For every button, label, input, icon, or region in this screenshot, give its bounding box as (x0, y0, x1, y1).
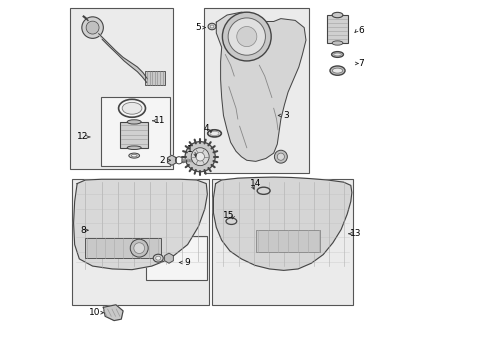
Bar (256, 230, 320, 252)
Bar (72, 179, 209, 305)
Text: 3: 3 (283, 111, 289, 120)
Text: 14: 14 (250, 179, 262, 188)
Bar (72, 179, 209, 305)
Text: 11: 11 (154, 116, 166, 125)
Text: 1: 1 (187, 145, 193, 154)
Circle shape (222, 12, 271, 61)
Circle shape (86, 21, 99, 34)
Polygon shape (98, 34, 147, 82)
Bar (212, 179, 353, 305)
Ellipse shape (153, 254, 163, 262)
Polygon shape (74, 179, 207, 270)
Text: 4: 4 (204, 123, 209, 132)
Bar (70, 8, 172, 168)
Polygon shape (168, 155, 176, 165)
Bar (101, 97, 171, 166)
Text: 13: 13 (350, 229, 362, 238)
Circle shape (82, 17, 103, 39)
Text: 9: 9 (184, 258, 190, 267)
Bar (120, 122, 148, 148)
Circle shape (185, 141, 215, 172)
Circle shape (277, 153, 285, 160)
Text: 8: 8 (80, 226, 86, 235)
Circle shape (237, 27, 257, 46)
Bar (212, 179, 353, 305)
Ellipse shape (330, 66, 345, 75)
Bar (147, 235, 207, 280)
Polygon shape (165, 253, 173, 263)
Bar (327, 15, 348, 43)
Circle shape (274, 150, 287, 163)
Bar (70, 8, 172, 168)
Ellipse shape (334, 53, 342, 56)
Text: 15: 15 (223, 211, 235, 220)
Ellipse shape (127, 146, 141, 149)
Polygon shape (103, 305, 123, 320)
Text: 7: 7 (359, 59, 365, 68)
Text: 12: 12 (77, 132, 89, 141)
Ellipse shape (122, 102, 142, 114)
Ellipse shape (156, 256, 161, 260)
Circle shape (130, 239, 148, 257)
Bar (146, 71, 165, 85)
Circle shape (228, 18, 266, 55)
Ellipse shape (208, 23, 216, 30)
Ellipse shape (129, 153, 140, 158)
Bar (204, 8, 309, 173)
Polygon shape (216, 12, 306, 161)
Ellipse shape (127, 120, 141, 124)
Text: 10: 10 (89, 308, 101, 317)
Polygon shape (214, 177, 352, 270)
Bar (85, 238, 161, 258)
Ellipse shape (332, 12, 343, 18)
Ellipse shape (210, 25, 214, 28)
Circle shape (134, 243, 145, 253)
Text: 6: 6 (359, 26, 365, 35)
Text: 5: 5 (195, 23, 200, 32)
Bar (204, 8, 309, 173)
Ellipse shape (332, 41, 343, 45)
Text: 2: 2 (160, 156, 165, 165)
Circle shape (191, 148, 209, 166)
Ellipse shape (131, 154, 137, 157)
Circle shape (196, 152, 204, 161)
Ellipse shape (332, 51, 343, 57)
Ellipse shape (332, 68, 343, 73)
